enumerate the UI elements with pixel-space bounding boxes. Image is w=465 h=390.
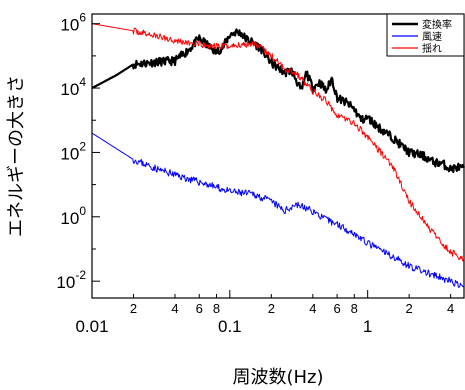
x-minor-tick-label-6: 4 — [309, 301, 316, 316]
legend-label-1: 変換率 — [422, 18, 452, 31]
y-axis-title: エネルギーの大きさ — [6, 75, 27, 237]
y-tick-label-4: 104 — [60, 75, 86, 99]
y-tick-label-5: 106 — [60, 11, 86, 35]
y-tick-label-3: 102 — [60, 139, 86, 163]
series-line-3 — [91, 23, 465, 262]
x-minor-tick-label-5: 2 — [268, 301, 275, 316]
x-minor-tick-label-1: 2 — [130, 301, 137, 316]
legend-box — [386, 13, 465, 57]
x-minor-tick-label-8: 8 — [351, 301, 358, 316]
series-layer — [91, 23, 465, 288]
x-axis-title: 周波数(Hz) — [232, 367, 323, 388]
x-major-tick-label-2: 0.1 — [218, 317, 242, 336]
y-axis: 10-2 100 102 104 106 — [56, 11, 100, 292]
x-major-tick-label-1: 0.01 — [75, 317, 108, 336]
x-minor-tick-label-2: 4 — [171, 301, 178, 316]
legend-label-3: 揺れ — [422, 43, 442, 55]
series-line-2 — [91, 132, 465, 288]
legend-label-2: 風速 — [422, 31, 442, 43]
x-minor-tick-label-9: 2 — [406, 301, 413, 316]
x-major-tick-label-3: 1 — [363, 317, 372, 336]
y-tick-label-1: 10-2 — [56, 268, 86, 292]
y-tick-label-2: 100 — [60, 204, 86, 228]
x-axis: 0.01 0.1 12 4 6 8 2 4 6 8 2 4 — [75, 290, 454, 336]
plot-frame — [91, 13, 465, 299]
x-minor-tick-label-4: 8 — [213, 301, 220, 316]
series-line-1 — [91, 28, 465, 174]
x-minor-tick-label-3: 6 — [196, 301, 203, 316]
x-minor-tick-label-10: 4 — [447, 301, 454, 316]
x-minor-tick-label-7: 6 — [333, 301, 340, 316]
